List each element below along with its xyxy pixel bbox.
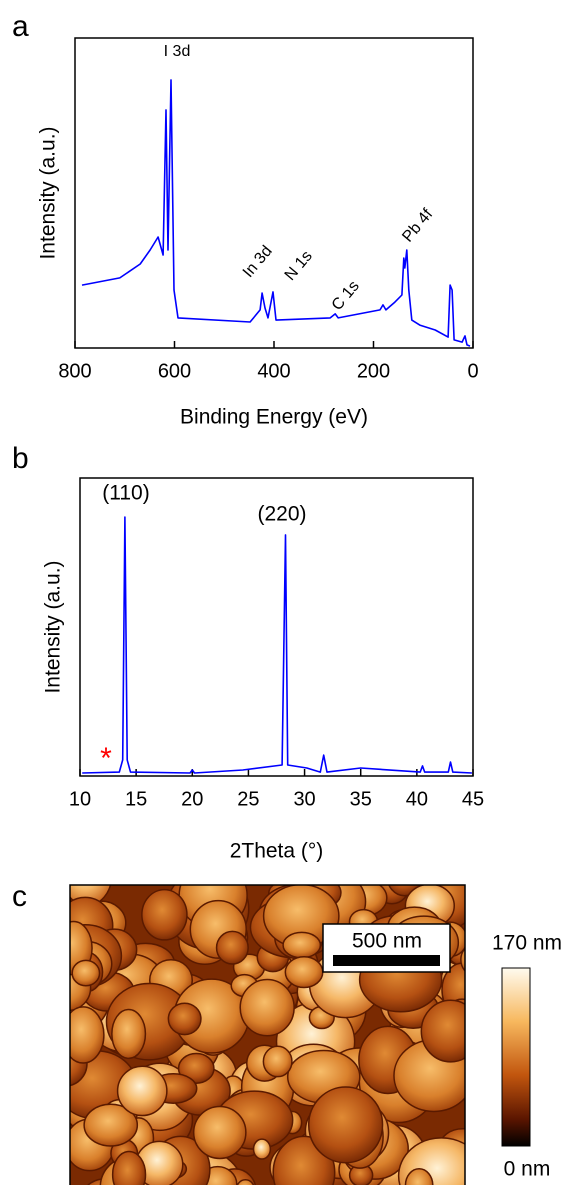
grain — [262, 1045, 293, 1078]
colorbar-max-label: 170 nm — [492, 932, 562, 955]
scale-bar — [333, 955, 440, 966]
x-tick-label: 35 — [350, 788, 372, 810]
grain — [460, 947, 465, 972]
x-tick-label: 0 — [467, 360, 478, 382]
x-tick-label: 15 — [125, 788, 147, 810]
annotation: N 1s — [282, 248, 316, 284]
x-tick-label: 20 — [181, 788, 203, 810]
annotation: * — [100, 742, 112, 775]
annotation: C 1s — [329, 278, 363, 314]
x-tick-label: 10 — [69, 788, 91, 810]
grain — [282, 931, 322, 959]
panel-label: a — [12, 10, 29, 43]
scale-bar-label: 500 nm — [352, 930, 422, 953]
annotation: (110) — [102, 482, 149, 505]
afm-image — [70, 885, 465, 1185]
annotation: I 3d — [164, 43, 191, 60]
x-tick-label: 40 — [406, 788, 428, 810]
grain — [236, 1179, 255, 1185]
grain — [111, 1150, 147, 1185]
grain — [307, 1086, 384, 1164]
annotation: (220) — [257, 503, 306, 526]
x-tick-label: 400 — [257, 360, 290, 382]
panel-label: b — [12, 442, 29, 475]
grain — [70, 1006, 105, 1064]
x-axis-label: 2Theta (°) — [230, 840, 324, 863]
afm-frame — [69, 884, 466, 1185]
grain — [404, 1168, 434, 1185]
annotation: In 3d — [240, 243, 276, 281]
grain — [215, 930, 249, 965]
x-tick-label: 25 — [237, 788, 259, 810]
x-tick-label: 200 — [357, 360, 390, 382]
colorbar — [501, 967, 531, 1147]
grain — [167, 1002, 202, 1036]
grain — [177, 1052, 215, 1084]
colorbar-min-label: 0 nm — [504, 1158, 551, 1181]
grain — [239, 978, 295, 1037]
grain — [141, 888, 188, 941]
grain — [192, 1105, 247, 1160]
data-line — [82, 516, 472, 774]
grain — [83, 1103, 139, 1147]
grain — [252, 1138, 272, 1160]
annotation: Pb 4f — [399, 206, 436, 246]
grain — [116, 1065, 168, 1117]
x-tick-label: 45 — [462, 788, 484, 810]
x-tick-label: 600 — [158, 360, 191, 382]
grain — [420, 999, 465, 1063]
panel-label: c — [12, 880, 27, 913]
grain — [71, 959, 101, 987]
x-axis-label: Binding Energy (eV) — [180, 406, 368, 429]
x-tick-label: 30 — [293, 788, 315, 810]
plot-frame — [79, 477, 474, 777]
grain — [111, 1008, 147, 1060]
x-tick-label: 800 — [58, 360, 91, 382]
y-axis-label: Intensity (a.u.) — [37, 126, 60, 259]
y-axis-label: Intensity (a.u.) — [42, 560, 65, 693]
data-line — [81, 79, 471, 347]
grain — [284, 956, 324, 989]
